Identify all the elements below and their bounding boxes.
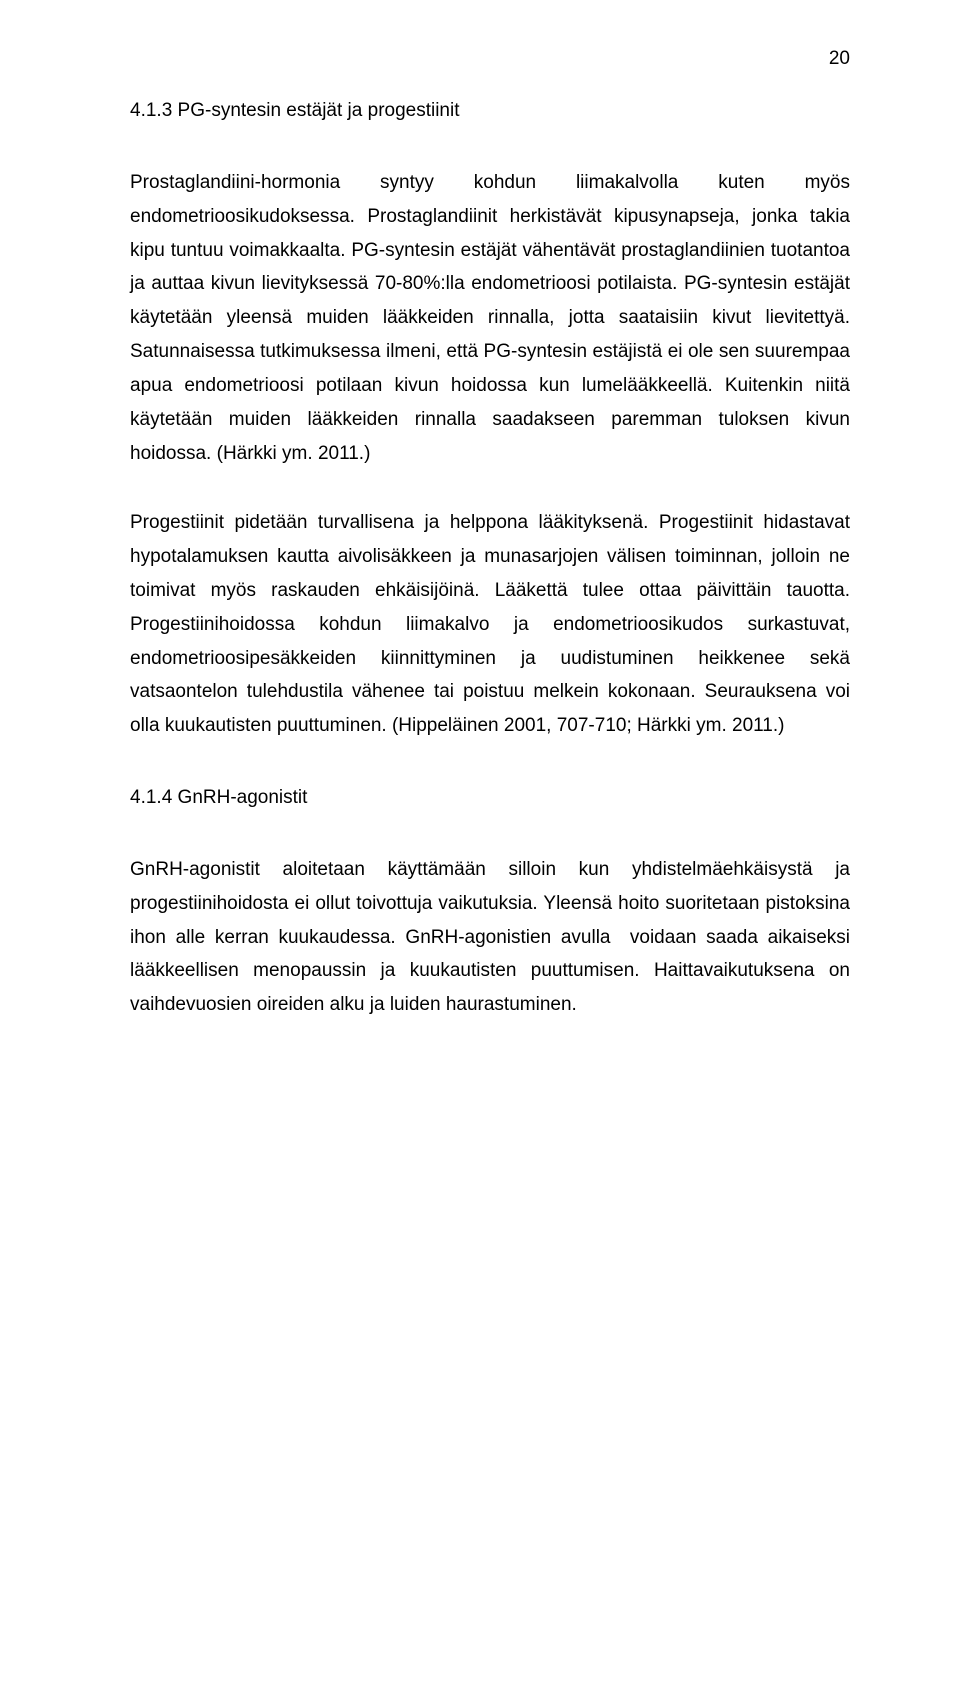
body-paragraph-2: Progestiinit pidetään turvallisena ja he…	[130, 506, 850, 743]
body-paragraph-1: Prostaglandiini-hormonia syntyy kohdun l…	[130, 166, 850, 470]
page-number: 20	[829, 48, 850, 70]
section-heading-4-1-3: 4.1.3 PG-syntesin estäjät ja progestiini…	[130, 100, 850, 122]
section-heading-4-1-4: 4.1.4 GnRH-agonistit	[130, 787, 850, 809]
body-paragraph-3: GnRH-agonistit aloitetaan käyttämään sil…	[130, 853, 850, 1022]
document-page: 20 4.1.3 PG-syntesin estäjät ja progesti…	[0, 0, 960, 1689]
